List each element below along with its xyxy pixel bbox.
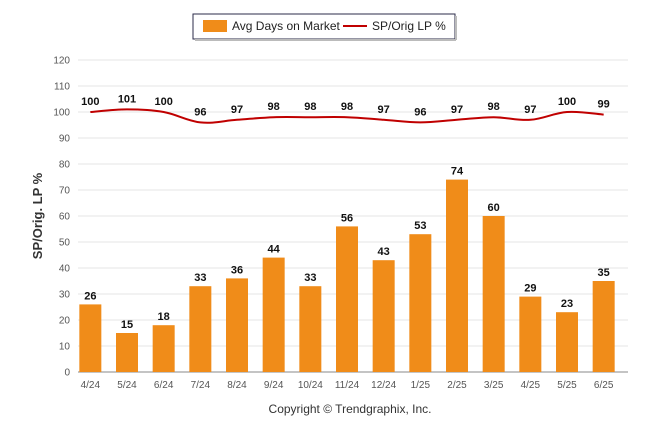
- bar: [336, 226, 358, 372]
- bar-value-label: 15: [121, 319, 133, 331]
- x-tick-label: 5/25: [557, 380, 577, 391]
- legend-box: [192, 13, 456, 40]
- bar-value-label: 35: [598, 267, 610, 279]
- line-value-label: 96: [414, 106, 426, 118]
- bar-value-label: 53: [414, 220, 426, 232]
- y-tick-label: 10: [59, 342, 71, 353]
- x-tick-label: 9/24: [264, 380, 284, 391]
- bars: [79, 179, 615, 372]
- line-value-label: 100: [558, 96, 576, 108]
- bar: [482, 216, 505, 372]
- x-tick-label: 10/24: [298, 380, 323, 391]
- bar: [116, 333, 138, 372]
- y-axis-title: SP/Orig. LP %: [30, 172, 45, 259]
- data-labels: 26 15 18 33 36 44 33 56 43 53 74 60 29 23 35 100 101 100 9…: [81, 93, 610, 331]
- line-series: [90, 108, 604, 124]
- line-value-label: 97: [451, 104, 463, 116]
- bar: [409, 234, 432, 372]
- x-tick-label: 1/25: [411, 380, 431, 391]
- bar: [592, 281, 615, 372]
- line-value-label: 97: [231, 104, 243, 116]
- line-value-label: 98: [268, 101, 280, 113]
- bar: [372, 260, 395, 372]
- x-tick-label: 2/25: [447, 380, 467, 391]
- line-value-label: 101: [118, 93, 136, 105]
- bar: [189, 286, 212, 372]
- line-value-label: 96: [194, 106, 206, 118]
- y-tick-label: 80: [59, 160, 71, 171]
- line-series-path: [90, 108, 604, 124]
- legend-bar-swatch: [203, 20, 227, 32]
- line-value-label: 100: [81, 96, 99, 108]
- x-tick-label: 3/25: [484, 380, 504, 391]
- legend-line-label: SP/Orig LP %: [372, 19, 446, 33]
- y-tick-label: 110: [54, 82, 70, 93]
- y-tick-label: 0: [64, 368, 70, 379]
- bar: [519, 296, 542, 372]
- x-tick-label: 7/24: [191, 380, 211, 391]
- y-axis-ticks: 0 10 20 30 40 50 60 70 80 90 100 110 120: [53, 56, 70, 379]
- bar-value-label: 36: [231, 264, 243, 276]
- y-tick-label: 90: [59, 134, 71, 145]
- bar: [226, 278, 248, 372]
- y-tick-label: 30: [59, 290, 71, 301]
- line-value-label: 100: [154, 96, 172, 108]
- bar-value-label: 23: [561, 298, 573, 310]
- x-axis-ticks: 4/24 5/24 6/24 7/24 8/24 9/24 10/24 11/24 12/24 1…: [81, 380, 614, 391]
- line-value-label: 97: [378, 104, 390, 116]
- y-tick-label: 20: [59, 316, 71, 327]
- x-tick-label: 5/24: [117, 380, 137, 391]
- x-tick-label: 12/24: [371, 380, 396, 391]
- y-tick-label: 70: [59, 186, 71, 197]
- bar-value-label: 60: [488, 202, 500, 214]
- y-tick-label: 50: [59, 238, 71, 249]
- x-tick-label: 6/25: [594, 380, 614, 391]
- bar-value-label: 33: [304, 272, 316, 284]
- legend: Avg Days on Market SP/Orig LP %: [192, 13, 457, 41]
- bar-value-label: 43: [378, 246, 390, 258]
- line-value-label: 97: [524, 104, 536, 116]
- line-value-label: 98: [488, 101, 500, 113]
- bar-value-label: 29: [524, 283, 536, 295]
- bar: [79, 304, 102, 372]
- y-tick-label: 100: [53, 108, 70, 119]
- bar: [556, 312, 578, 372]
- legend-bar-label: Avg Days on Market: [232, 19, 340, 33]
- bar-value-label: 56: [341, 212, 353, 224]
- x-tick-label: 4/25: [521, 380, 541, 391]
- bar-value-label: 18: [158, 311, 170, 323]
- bar-value-label: 26: [84, 290, 96, 302]
- bar: [152, 325, 175, 372]
- y-tick-label: 60: [59, 212, 71, 223]
- x-tick-label: 8/24: [227, 380, 247, 391]
- line-value-label: 98: [341, 101, 353, 113]
- bar-value-label: 74: [451, 166, 464, 178]
- x-tick-label: 4/24: [81, 380, 101, 391]
- bar-value-label: 33: [194, 272, 206, 284]
- y-tick-label: 120: [53, 56, 70, 67]
- y-tick-label: 40: [59, 264, 71, 275]
- bar: [299, 286, 322, 372]
- bar: [262, 257, 285, 372]
- copyright-footer: Copyright © Trendgraphix, Inc.: [269, 402, 432, 416]
- x-tick-label: 6/24: [154, 380, 174, 391]
- line-value-label: 98: [304, 101, 316, 113]
- bar: [446, 179, 468, 372]
- bar-value-label: 44: [268, 244, 281, 256]
- line-value-label: 99: [598, 99, 610, 111]
- x-tick-label: 11/24: [335, 380, 360, 391]
